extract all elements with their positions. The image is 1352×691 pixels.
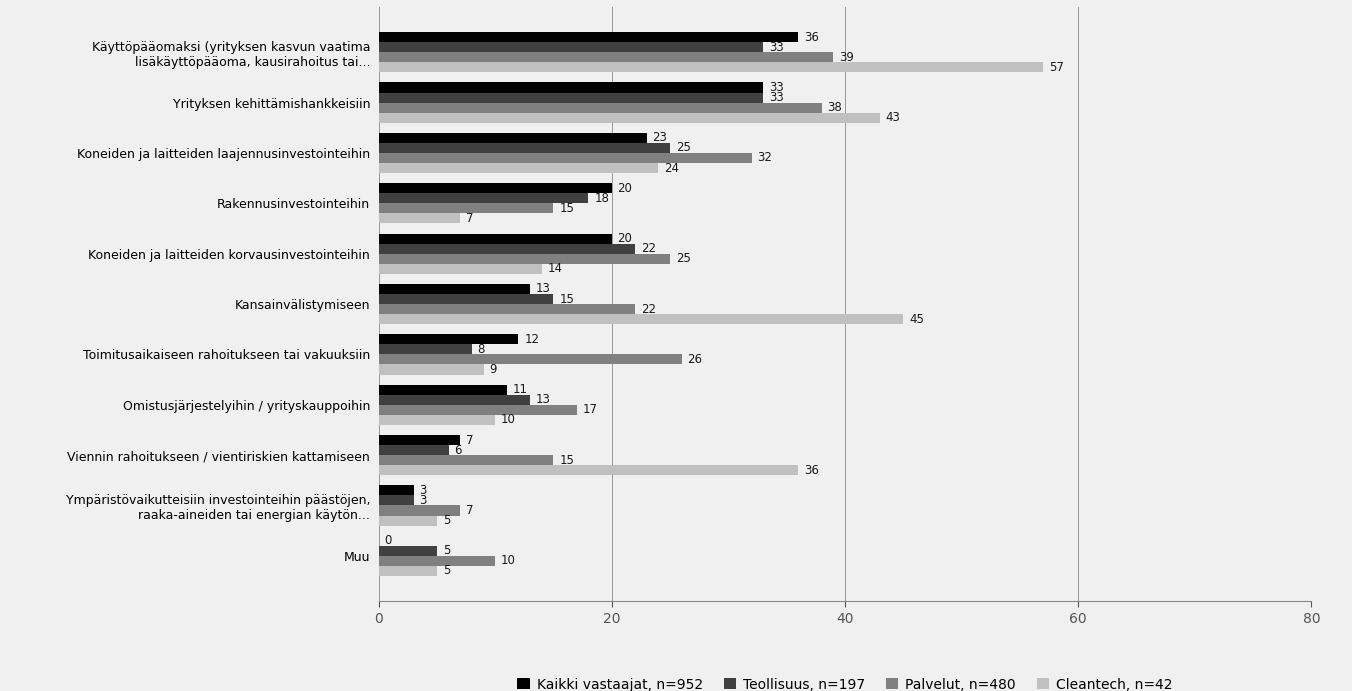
Bar — [379, 133, 646, 143]
Bar — [379, 304, 635, 314]
Text: 26: 26 — [688, 353, 703, 366]
Bar — [379, 385, 507, 395]
Bar — [379, 62, 1044, 73]
Text: 3: 3 — [419, 494, 427, 507]
Bar — [379, 82, 764, 93]
Bar — [379, 264, 542, 274]
Bar — [379, 364, 484, 375]
Bar — [379, 556, 495, 566]
Bar — [379, 234, 612, 244]
Text: 0: 0 — [384, 534, 392, 547]
Bar — [379, 93, 764, 102]
Text: 22: 22 — [641, 303, 656, 316]
Text: 18: 18 — [595, 192, 610, 205]
Bar — [379, 465, 798, 475]
Text: 45: 45 — [909, 312, 923, 325]
Bar — [379, 395, 530, 405]
Text: 7: 7 — [466, 504, 473, 517]
Bar — [379, 566, 437, 576]
Bar — [379, 546, 437, 556]
Bar — [379, 183, 612, 193]
Text: 14: 14 — [548, 263, 562, 275]
Bar — [379, 435, 460, 445]
Bar — [379, 354, 681, 364]
Legend: Kaikki vastaajat, n=952, Teollisuus, n=197, Palvelut, n=480, Cleantech, n=42: Kaikki vastaajat, n=952, Teollisuus, n=1… — [512, 674, 1178, 691]
Bar — [379, 153, 752, 163]
Text: 33: 33 — [769, 81, 784, 94]
Bar — [379, 314, 903, 324]
Text: 7: 7 — [466, 212, 473, 225]
Text: 36: 36 — [804, 464, 819, 477]
Bar — [379, 244, 635, 254]
Text: 5: 5 — [442, 545, 450, 558]
Text: 5: 5 — [442, 514, 450, 527]
Text: 39: 39 — [840, 50, 854, 64]
Text: 17: 17 — [583, 404, 598, 416]
Text: 32: 32 — [757, 151, 772, 164]
Text: 12: 12 — [525, 333, 539, 346]
Text: 20: 20 — [618, 182, 633, 195]
Bar — [379, 506, 460, 515]
Bar — [379, 284, 530, 294]
Bar — [379, 485, 414, 495]
Bar — [379, 102, 822, 113]
Bar — [379, 254, 671, 264]
Bar — [379, 344, 472, 354]
Bar — [379, 143, 671, 153]
Text: 13: 13 — [535, 393, 550, 406]
Text: 33: 33 — [769, 91, 784, 104]
Text: 5: 5 — [442, 565, 450, 578]
Bar — [379, 214, 460, 223]
Text: 25: 25 — [676, 252, 691, 265]
Bar — [379, 334, 519, 344]
Text: 10: 10 — [502, 554, 516, 567]
Text: 38: 38 — [827, 101, 842, 114]
Text: 3: 3 — [419, 484, 427, 497]
Text: 15: 15 — [560, 454, 575, 466]
Text: 24: 24 — [664, 162, 679, 175]
Bar — [379, 294, 553, 304]
Text: 23: 23 — [653, 131, 668, 144]
Text: 6: 6 — [454, 444, 462, 457]
Bar — [379, 42, 764, 53]
Bar — [379, 113, 880, 123]
Bar — [379, 405, 577, 415]
Text: 8: 8 — [477, 343, 485, 356]
Text: 22: 22 — [641, 242, 656, 255]
Bar — [379, 163, 658, 173]
Bar — [379, 32, 798, 42]
Bar — [379, 193, 588, 203]
Text: 36: 36 — [804, 30, 819, 44]
Text: 15: 15 — [560, 292, 575, 305]
Text: 33: 33 — [769, 41, 784, 54]
Bar — [379, 415, 495, 425]
Bar — [379, 495, 414, 506]
Bar — [379, 515, 437, 526]
Text: 57: 57 — [1049, 61, 1064, 74]
Text: 25: 25 — [676, 142, 691, 154]
Text: 9: 9 — [489, 363, 496, 376]
Text: 15: 15 — [560, 202, 575, 215]
Text: 13: 13 — [535, 283, 550, 296]
Text: 7: 7 — [466, 433, 473, 446]
Bar — [379, 203, 553, 214]
Bar — [379, 445, 449, 455]
Text: 11: 11 — [512, 383, 527, 396]
Text: 20: 20 — [618, 232, 633, 245]
Bar — [379, 455, 553, 465]
Bar — [379, 53, 833, 62]
Text: 10: 10 — [502, 413, 516, 426]
Text: 43: 43 — [886, 111, 900, 124]
